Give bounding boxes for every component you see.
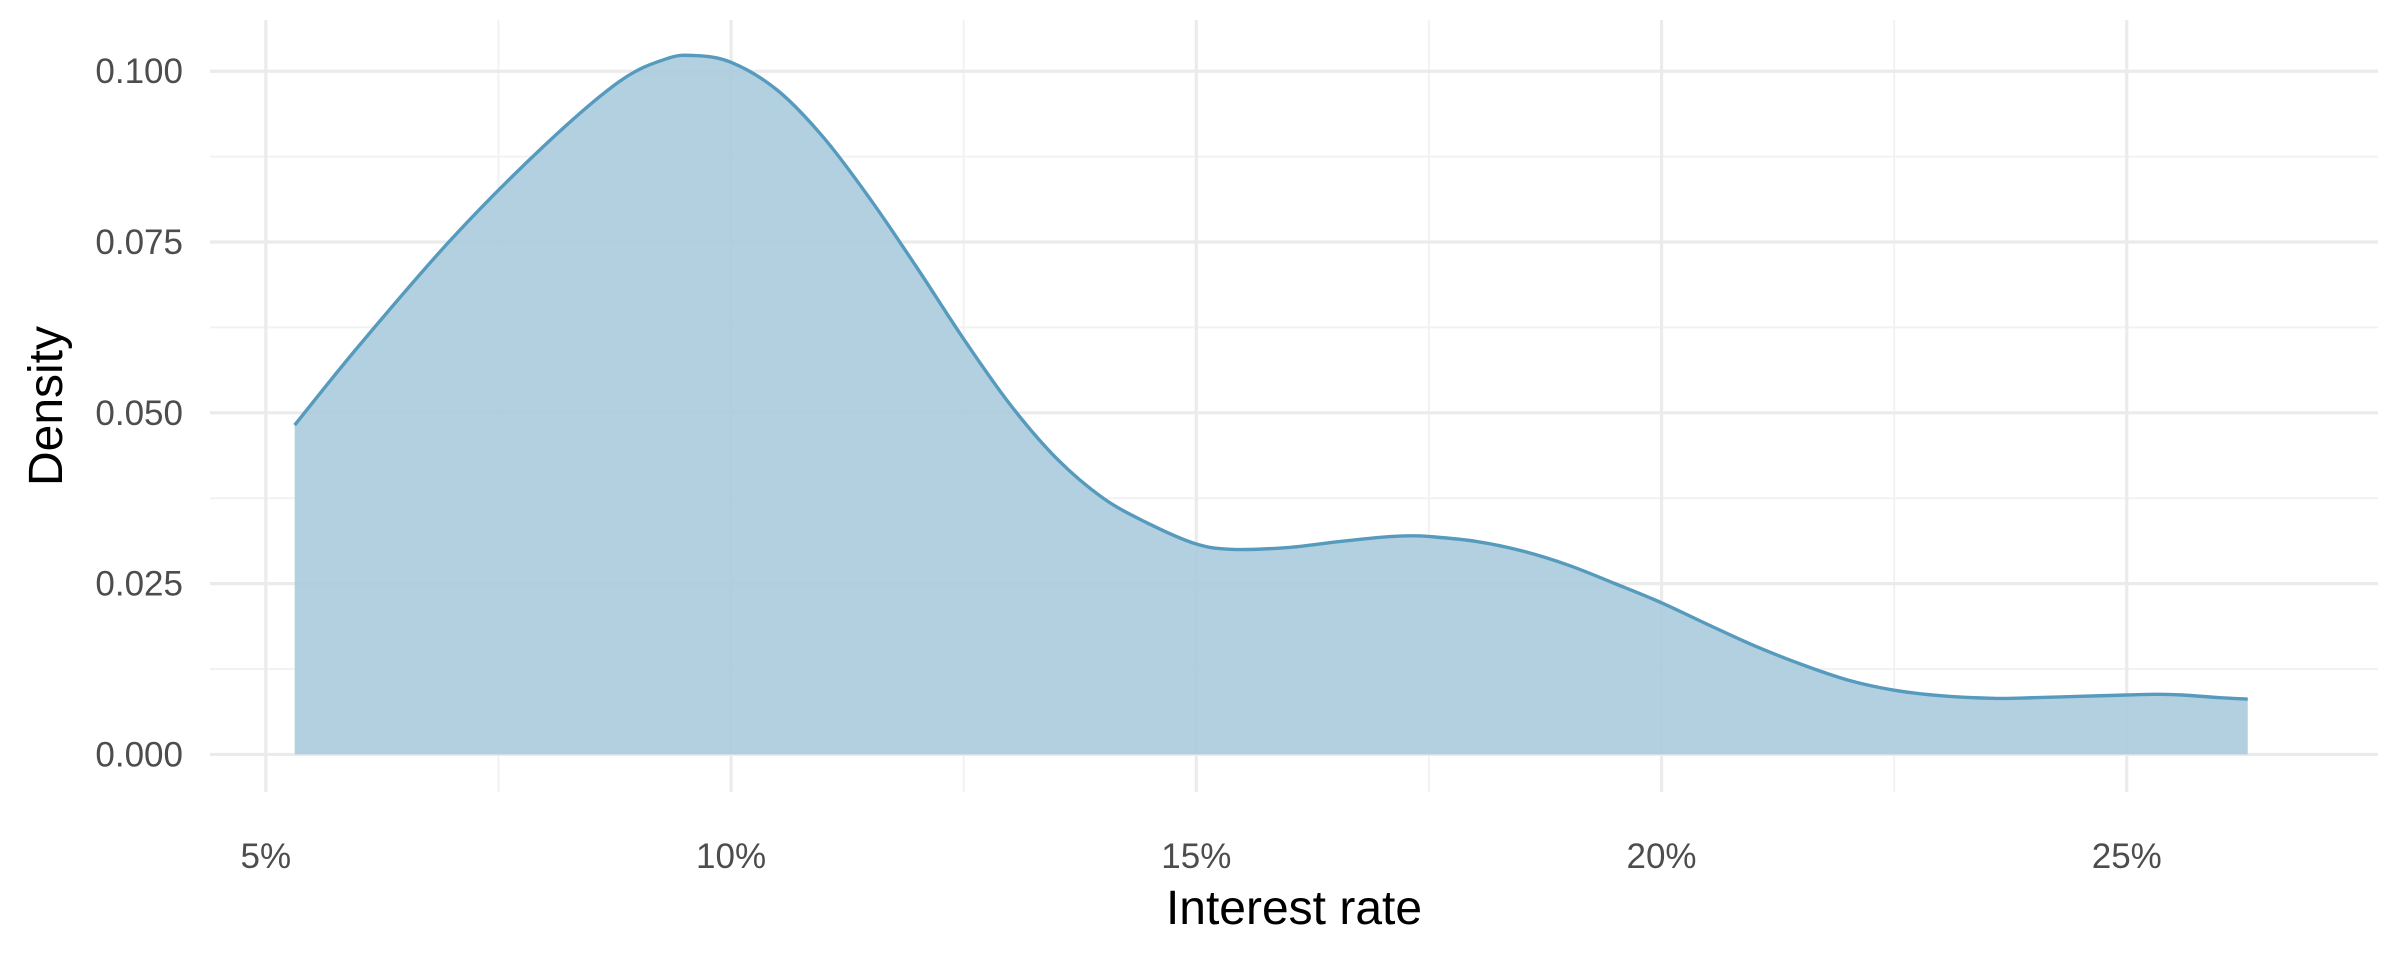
density-area-layer bbox=[293, 53, 2248, 755]
y-tick-label: 0.075 bbox=[95, 223, 183, 262]
x-tick-label: 25% bbox=[2092, 837, 2162, 876]
density-line bbox=[293, 53, 2248, 701]
y-axis-title: Density bbox=[20, 326, 73, 486]
y-axis-tick-labels: 0.000 0.025 0.050 0.075 0.100 bbox=[95, 52, 183, 774]
x-axis-tick-labels: 5% 10% 15% 20% 25% bbox=[241, 837, 2162, 876]
x-tick-label: 15% bbox=[1161, 837, 1231, 876]
density-area bbox=[294, 55, 2248, 755]
y-tick-label: 0.100 bbox=[95, 52, 183, 91]
y-tick-label: 0.050 bbox=[95, 394, 183, 433]
x-tick-label: 5% bbox=[241, 837, 292, 876]
y-tick-label: 0.000 bbox=[95, 735, 183, 774]
x-tick-label: 10% bbox=[696, 837, 766, 876]
x-tick-label: 20% bbox=[1627, 837, 1697, 876]
y-tick-label: 0.025 bbox=[95, 565, 183, 604]
x-axis-title: Interest rate bbox=[1166, 882, 1422, 935]
